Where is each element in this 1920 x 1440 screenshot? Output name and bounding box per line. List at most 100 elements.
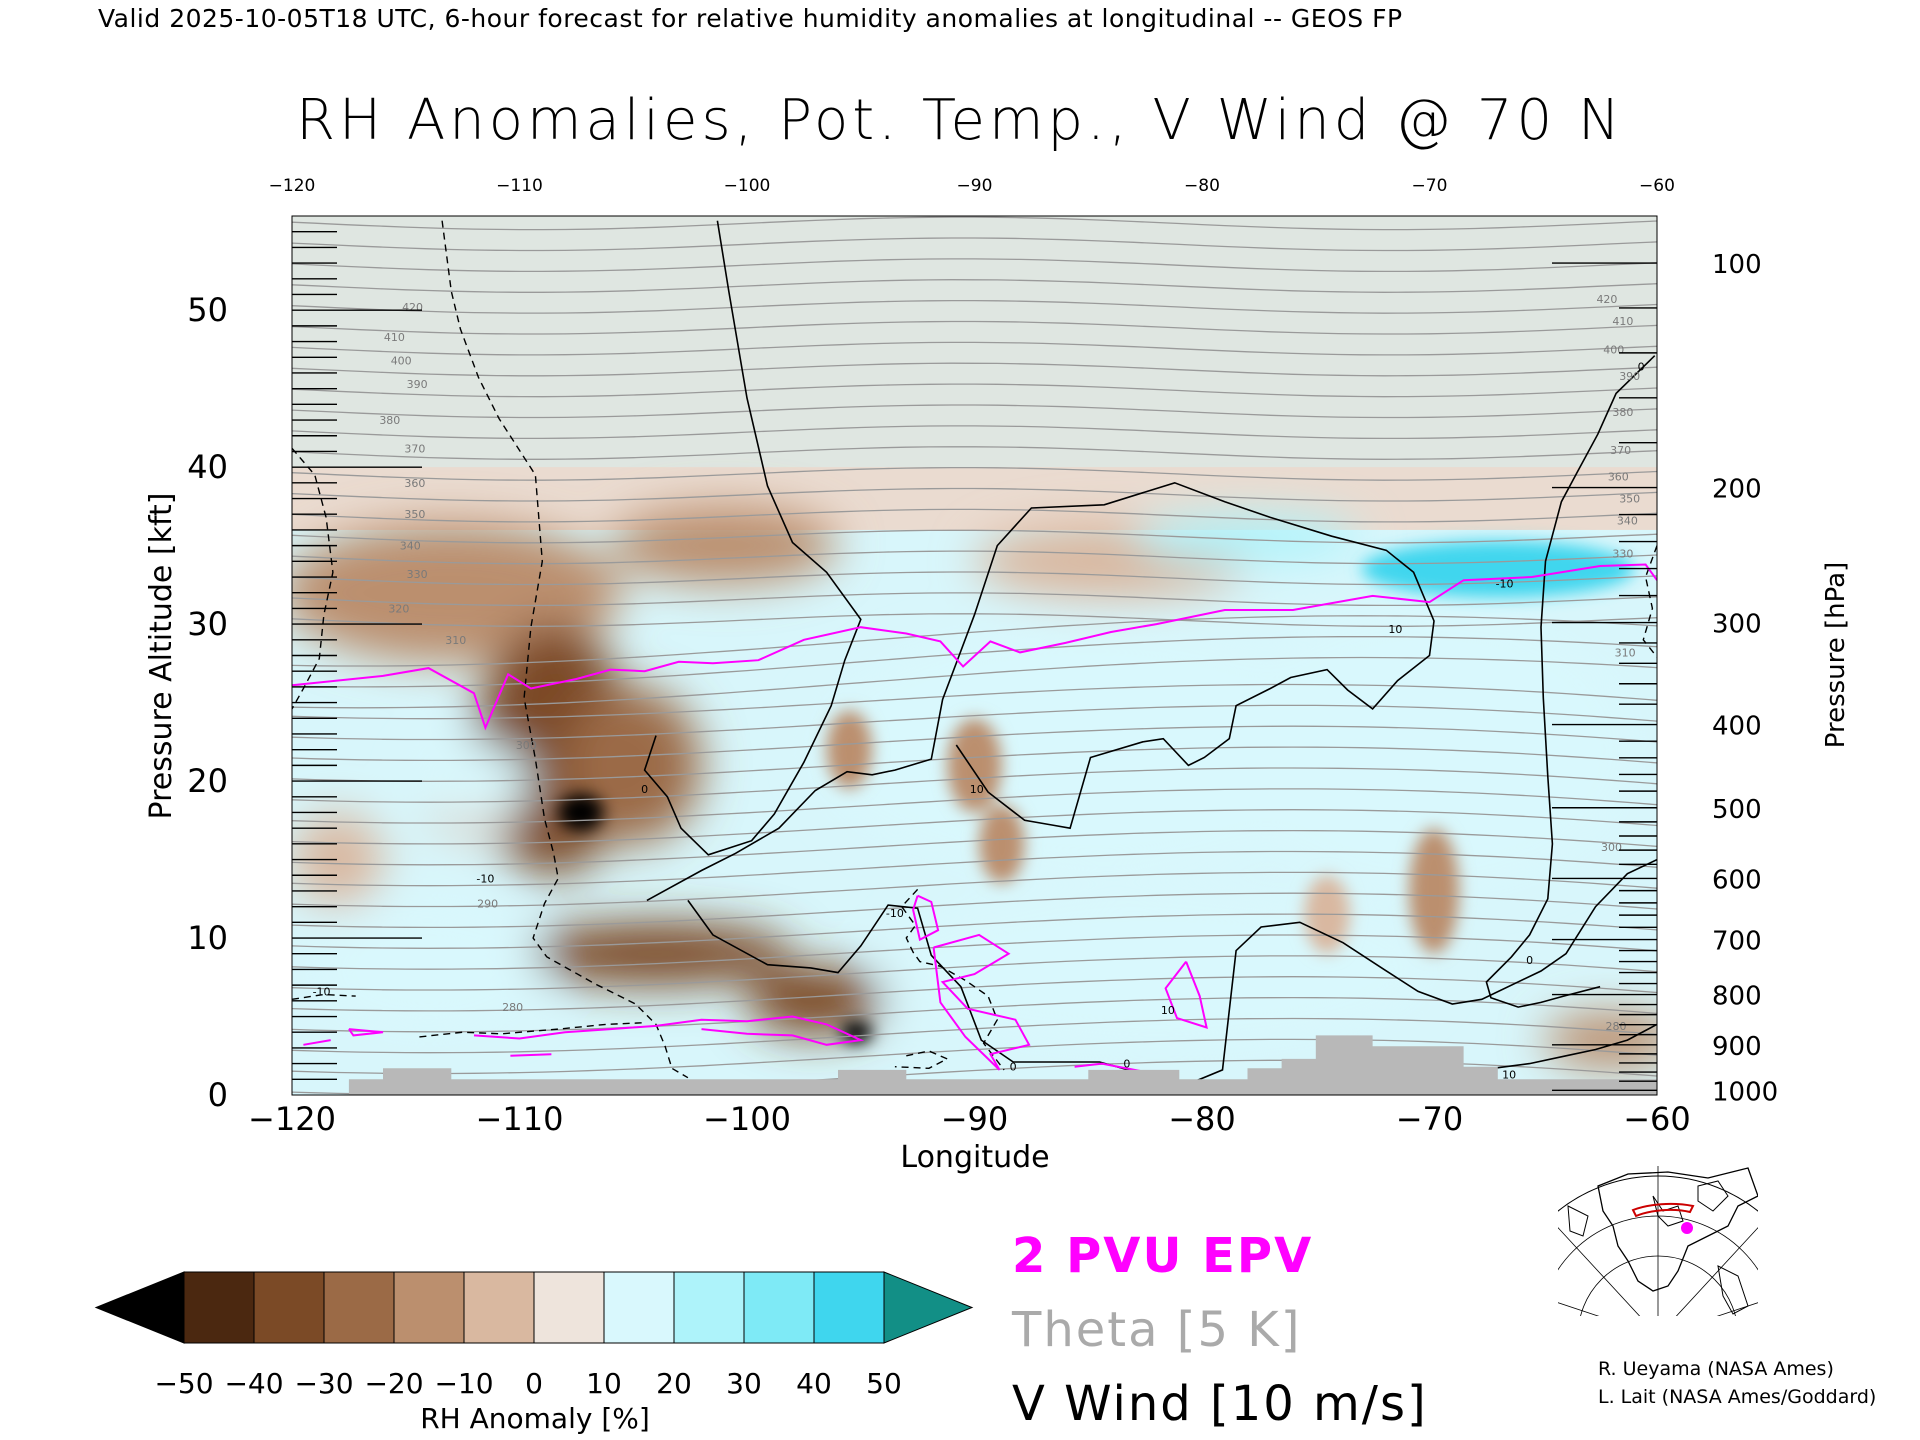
top-x-tick-label: −80 bbox=[1184, 176, 1220, 196]
x-tick-label: −110 bbox=[476, 1100, 564, 1138]
epv-2pvu-line bbox=[1164, 960, 1208, 1029]
x-tick-label: −70 bbox=[1396, 1100, 1464, 1138]
theta-line bbox=[292, 571, 1657, 586]
theta-contour-label: 370 bbox=[1610, 444, 1631, 457]
v-wind-contour-label: 0 bbox=[1123, 1058, 1130, 1071]
upper-neutral-band bbox=[292, 216, 1657, 515]
theta-contour-label: 330 bbox=[407, 568, 428, 581]
dry-anomaly-region bbox=[610, 506, 838, 585]
theta-line bbox=[292, 955, 1657, 991]
epv-2pvu-line bbox=[473, 1015, 865, 1046]
colorbar-tick-label: 40 bbox=[796, 1367, 832, 1400]
colorbar-tick-label: −50 bbox=[154, 1367, 213, 1400]
colorbar-swatch bbox=[253, 1271, 325, 1344]
theta-contour-label: 340 bbox=[1617, 515, 1638, 528]
v-wind-contour-label: -10 bbox=[886, 907, 904, 920]
theta-contour-label: 400 bbox=[391, 354, 412, 367]
dry-anomaly-region bbox=[826, 710, 873, 789]
y-axis-left-label: Pressure Altitude [kft] bbox=[144, 493, 179, 820]
colorbar-swatch bbox=[183, 1271, 255, 1344]
theta-contour-label: 350 bbox=[1619, 493, 1640, 506]
v-wind-dashed-contour bbox=[900, 888, 1005, 1071]
y-right-tick-label: 400 bbox=[1712, 712, 1762, 742]
theta-line bbox=[292, 1017, 1657, 1054]
v-wind-contour-label: 10 bbox=[1388, 623, 1402, 636]
theta-line bbox=[292, 320, 1657, 335]
y-left-tick-label: 10 bbox=[187, 919, 228, 957]
dry-anomaly-region bbox=[947, 718, 1002, 813]
top-x-tick-label: −70 bbox=[1412, 176, 1448, 196]
v-wind-contour-label: 0 bbox=[1638, 361, 1645, 374]
theta-contour-label: 410 bbox=[1612, 315, 1633, 328]
theta-contour-label: 390 bbox=[1619, 370, 1640, 383]
epv-2pvu-line bbox=[932, 933, 1031, 1071]
colorbar-tick-label: 10 bbox=[586, 1367, 622, 1400]
theta-line bbox=[292, 636, 1657, 688]
legend-vwind: V Wind [10 m/s] bbox=[1012, 1376, 1428, 1432]
theta-contour-label: 310 bbox=[445, 634, 466, 647]
theta-isentropes bbox=[292, 216, 1657, 1095]
dry-anomaly-region bbox=[558, 793, 604, 832]
theta-line bbox=[292, 996, 1657, 1033]
credit-line-1: R. Ueyama (NASA Ames) bbox=[1598, 1358, 1834, 1380]
epv-2pvu-line bbox=[303, 1039, 331, 1046]
colorbar-tick-label: 20 bbox=[656, 1367, 692, 1400]
colorbar-tick-label: −40 bbox=[224, 1367, 283, 1400]
colorbar-swatch bbox=[393, 1271, 465, 1344]
theta-contour-label: 300 bbox=[516, 739, 537, 752]
moist-anomaly-region bbox=[1361, 540, 1635, 598]
moist-anomaly-region bbox=[815, 624, 1362, 876]
colorbar-tick-label: 50 bbox=[866, 1367, 902, 1400]
y-left-tick-label: 40 bbox=[187, 448, 228, 486]
theta-contour-label: 400 bbox=[1603, 343, 1624, 356]
colorbar-over-triangle bbox=[883, 1271, 974, 1344]
theta-contour-label: 280 bbox=[1606, 1020, 1627, 1033]
colorbar-under-triangle bbox=[94, 1271, 185, 1344]
colorbar-swatch bbox=[533, 1271, 605, 1344]
credit-line-2: L. Lait (NASA Ames/Goddard) bbox=[1598, 1386, 1877, 1408]
colorbar-swatch bbox=[673, 1271, 745, 1344]
theta-contour-label: 350 bbox=[404, 508, 425, 521]
y-left-tick-label: 50 bbox=[187, 291, 228, 329]
theta-line bbox=[292, 656, 1657, 709]
theta-line bbox=[292, 767, 1657, 803]
colorbar-tick-label: −30 bbox=[294, 1367, 353, 1400]
y-left-tick-label: 30 bbox=[187, 605, 228, 643]
topography bbox=[348, 1035, 1657, 1095]
v-wind-dashed-contour bbox=[441, 220, 689, 1079]
plot-frame bbox=[291, 215, 1658, 1096]
y-right-tick-label: 100 bbox=[1712, 250, 1762, 280]
theta-line bbox=[292, 299, 1657, 314]
theta-line bbox=[292, 809, 1657, 845]
theta-line bbox=[292, 341, 1657, 356]
theta-contour-label: 410 bbox=[384, 331, 405, 344]
dry-anomaly-region bbox=[292, 812, 383, 907]
y-right-tick-label: 200 bbox=[1712, 475, 1762, 505]
theta-line bbox=[292, 258, 1657, 273]
epv-2pvu-contours bbox=[292, 563, 1657, 1073]
dry-anomaly-region bbox=[979, 804, 1025, 884]
theta-line bbox=[292, 508, 1657, 523]
theta-line bbox=[292, 383, 1657, 398]
v-wind-contour-label: -10 bbox=[313, 985, 331, 998]
v-wind-solid-contour bbox=[643, 220, 862, 856]
rh-blobs-core bbox=[558, 540, 1635, 1044]
theta-line bbox=[292, 550, 1657, 565]
theta-contour-label: 320 bbox=[388, 602, 409, 615]
colorbar: −50 −40 −30 −20 −10 0 10 20 30 40 50 bbox=[94, 1271, 974, 1400]
epv-2pvu-line bbox=[912, 894, 940, 942]
x-axis-label: Longitude bbox=[900, 1140, 1049, 1175]
theta-line bbox=[292, 746, 1657, 782]
contour-labels: 420 410 400 390 380 370 360 350 340 330 320 310 300 2… bbox=[313, 293, 1645, 1081]
moist-anomaly-region bbox=[1133, 514, 1362, 562]
top-x-tick-label: −110 bbox=[496, 176, 543, 196]
theta-line bbox=[292, 529, 1657, 544]
theta-contour-label: 390 bbox=[407, 378, 428, 391]
x-tick-label: −90 bbox=[941, 1100, 1009, 1138]
top-x-tick-label: −100 bbox=[724, 176, 771, 196]
v-wind-solid-contour bbox=[1485, 355, 1656, 1008]
theta-line bbox=[292, 913, 1657, 949]
theta-contour-label: 280 bbox=[502, 1001, 523, 1014]
theta-line bbox=[292, 466, 1657, 481]
map-coastline bbox=[1597, 1167, 1758, 1292]
